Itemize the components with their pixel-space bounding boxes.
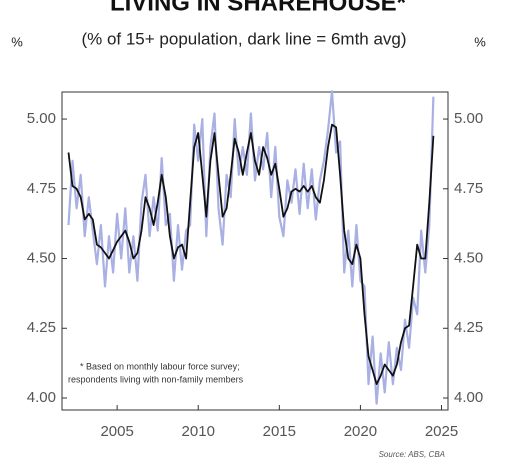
y-tick-label: 4.00 (27, 389, 56, 406)
x-tick-label: 2020 (344, 423, 377, 440)
y2-tick-label: 4.00 (454, 389, 483, 406)
y-tick-label: 4.75 (27, 180, 56, 197)
source: Source: ABS, CBA (379, 450, 445, 459)
y-unit: % (11, 34, 23, 49)
y-tick-label: 5.00 (27, 110, 56, 127)
y2-tick-label: 4.50 (454, 250, 483, 267)
chart-title: LIVING IN SHAREHOUSE* (110, 0, 407, 16)
y2-tick-label: 5.00 (454, 110, 483, 127)
x-tick-label: 2010 (182, 423, 215, 440)
y-tick-label: 4.50 (27, 250, 56, 267)
series-line (67, 90, 435, 405)
x-tick-label: 2015 (263, 423, 296, 440)
y2-unit: % (474, 34, 486, 49)
annotation: respondents living with non-family membe… (68, 374, 244, 384)
annotation: * Based on monthly labour force survey; (80, 361, 240, 371)
chart-subtitle: (% of 15+ population, dark line = 6mth a… (81, 29, 406, 48)
plot-frame (61, 91, 449, 411)
x-tick-label: 2005 (100, 423, 133, 440)
series-line (67, 123, 435, 385)
y2-tick-label: 4.25 (454, 319, 483, 336)
x-tick-label: 2025 (425, 423, 458, 440)
y-tick-label: 4.25 (27, 319, 56, 336)
y2-tick-label: 4.75 (454, 180, 483, 197)
